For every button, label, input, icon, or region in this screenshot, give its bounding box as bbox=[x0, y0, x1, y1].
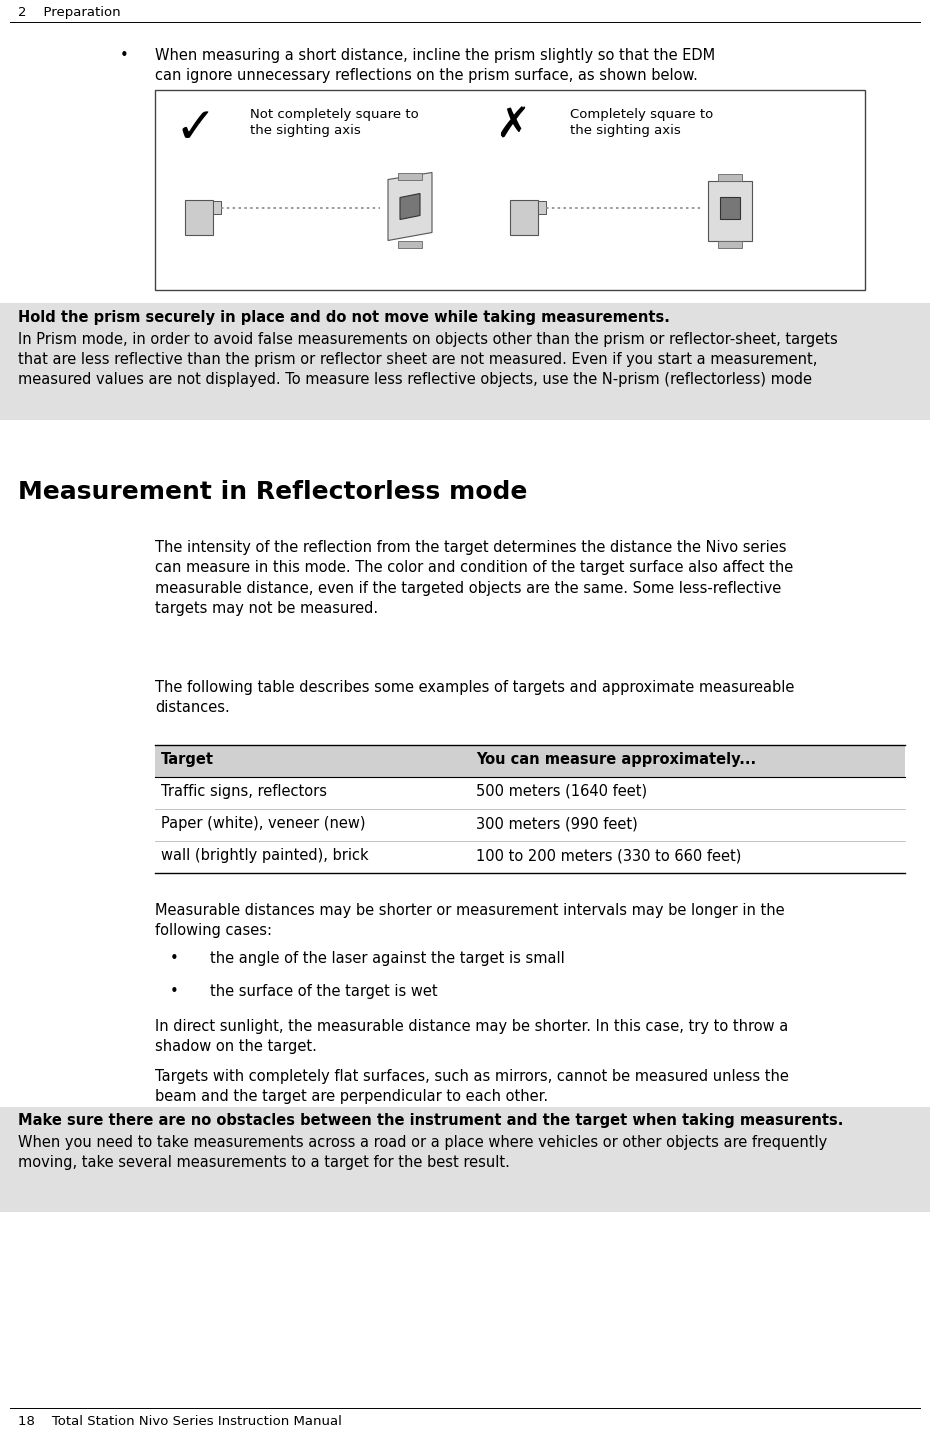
Text: The following table describes some examples of targets and approximate measureab: The following table describes some examp… bbox=[155, 680, 794, 716]
FancyBboxPatch shape bbox=[718, 173, 742, 180]
Text: Measurable distances may be shorter or measurement intervals may be longer in th: Measurable distances may be shorter or m… bbox=[155, 904, 785, 938]
Text: Completely square to: Completely square to bbox=[570, 107, 713, 120]
FancyBboxPatch shape bbox=[398, 241, 422, 248]
Text: •: • bbox=[170, 951, 179, 967]
Text: When measuring a short distance, incline the prism slightly so that the EDM: When measuring a short distance, incline… bbox=[155, 49, 715, 63]
Text: Traffic signs, reflectors: Traffic signs, reflectors bbox=[161, 783, 327, 799]
Text: 18    Total Station Nivo Series Instruction Manual: 18 Total Station Nivo Series Instruction… bbox=[18, 1415, 342, 1428]
FancyBboxPatch shape bbox=[720, 198, 740, 219]
Text: ✗: ✗ bbox=[495, 105, 530, 147]
FancyBboxPatch shape bbox=[0, 304, 930, 420]
Text: You can measure approximately...: You can measure approximately... bbox=[476, 752, 756, 768]
Text: the angle of the laser against the target is small: the angle of the laser against the targe… bbox=[210, 951, 565, 967]
Text: ✓: ✓ bbox=[175, 105, 217, 153]
FancyBboxPatch shape bbox=[155, 90, 865, 291]
Text: the sighting axis: the sighting axis bbox=[250, 125, 361, 137]
FancyBboxPatch shape bbox=[155, 745, 905, 778]
Text: •: • bbox=[170, 984, 179, 1000]
Text: Target: Target bbox=[161, 752, 214, 768]
Text: Make sure there are no obstacles between the instrument and the target when taki: Make sure there are no obstacles between… bbox=[18, 1113, 844, 1128]
FancyBboxPatch shape bbox=[185, 200, 213, 235]
Text: the sighting axis: the sighting axis bbox=[570, 125, 681, 137]
FancyBboxPatch shape bbox=[708, 180, 752, 241]
Text: Paper (white), veneer (new): Paper (white), veneer (new) bbox=[161, 816, 365, 831]
Polygon shape bbox=[400, 193, 420, 219]
Polygon shape bbox=[388, 172, 432, 241]
Text: •: • bbox=[120, 49, 128, 63]
Text: 300 meters (990 feet): 300 meters (990 feet) bbox=[476, 816, 638, 831]
Text: 2    Preparation: 2 Preparation bbox=[18, 6, 121, 19]
FancyBboxPatch shape bbox=[718, 241, 742, 248]
FancyBboxPatch shape bbox=[213, 200, 221, 213]
Text: Measurement in Reflectorless mode: Measurement in Reflectorless mode bbox=[18, 480, 527, 504]
Text: Not completely square to: Not completely square to bbox=[250, 107, 418, 120]
FancyBboxPatch shape bbox=[0, 1107, 930, 1211]
FancyBboxPatch shape bbox=[510, 200, 538, 235]
Text: can ignore unnecessary reflections on the prism surface, as shown below.: can ignore unnecessary reflections on th… bbox=[155, 67, 698, 83]
FancyBboxPatch shape bbox=[398, 172, 422, 179]
Text: 500 meters (1640 feet): 500 meters (1640 feet) bbox=[476, 783, 647, 799]
Text: Hold the prism securely in place and do not move while taking measurements.: Hold the prism securely in place and do … bbox=[18, 309, 670, 325]
Text: Targets with completely flat surfaces, such as mirrors, cannot be measured unles: Targets with completely flat surfaces, s… bbox=[155, 1070, 789, 1104]
Text: The intensity of the reflection from the target determines the distance the Nivo: The intensity of the reflection from the… bbox=[155, 540, 793, 616]
Text: In Prism mode, in order to avoid false measurements on objects other than the pr: In Prism mode, in order to avoid false m… bbox=[18, 332, 838, 387]
FancyBboxPatch shape bbox=[538, 200, 546, 213]
Text: the surface of the target is wet: the surface of the target is wet bbox=[210, 984, 438, 1000]
Text: When you need to take measurements across a road or a place where vehicles or ot: When you need to take measurements acros… bbox=[18, 1136, 828, 1170]
Text: 100 to 200 meters (330 to 660 feet): 100 to 200 meters (330 to 660 feet) bbox=[476, 848, 741, 863]
Text: In direct sunlight, the measurable distance may be shorter. In this case, try to: In direct sunlight, the measurable dista… bbox=[155, 1020, 789, 1054]
Text: wall (brightly painted), brick: wall (brightly painted), brick bbox=[161, 848, 368, 863]
